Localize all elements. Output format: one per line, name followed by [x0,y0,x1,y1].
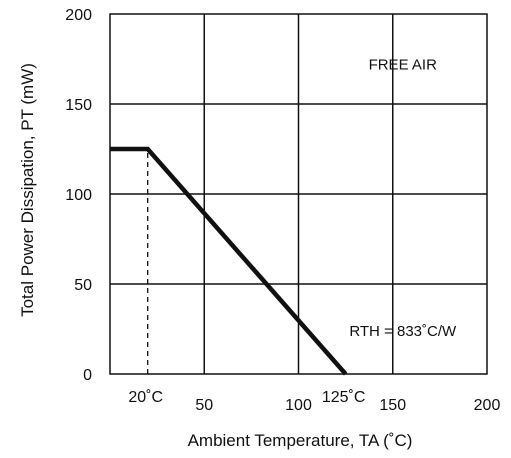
grid-lines [109,13,488,375]
annotations: FREE AIR RTH = 833˚C/W [349,56,457,339]
x-tick-label: 50 [195,397,213,414]
x-special-label: 20˚C [128,389,163,406]
x-axis-label: Ambient Temperature, TA (˚C) [188,431,413,450]
x-special-label: 125˚C [322,389,366,406]
y-tick-label: 50 [74,277,92,294]
tick-labels: 0 50 100 150 200 50 100 150 200 20˚C 125˚C [65,7,500,414]
x-tick-label: 150 [379,397,406,414]
derating-line [110,146,348,376]
annotation-text: FREE AIR [369,56,438,73]
y-tick-label: 0 [83,367,92,384]
y-axis-label: Total Power Dissipation, PT (mW) [18,63,37,317]
y-tick-label: 200 [65,7,92,24]
y-tick-label: 100 [65,187,92,204]
annotation-text: RTH = 833˚C/W [349,323,457,340]
data-series [110,146,348,376]
x-tick-label: 200 [474,397,501,414]
y-tick-label: 150 [65,97,92,114]
x-tick-label: 100 [285,397,312,414]
